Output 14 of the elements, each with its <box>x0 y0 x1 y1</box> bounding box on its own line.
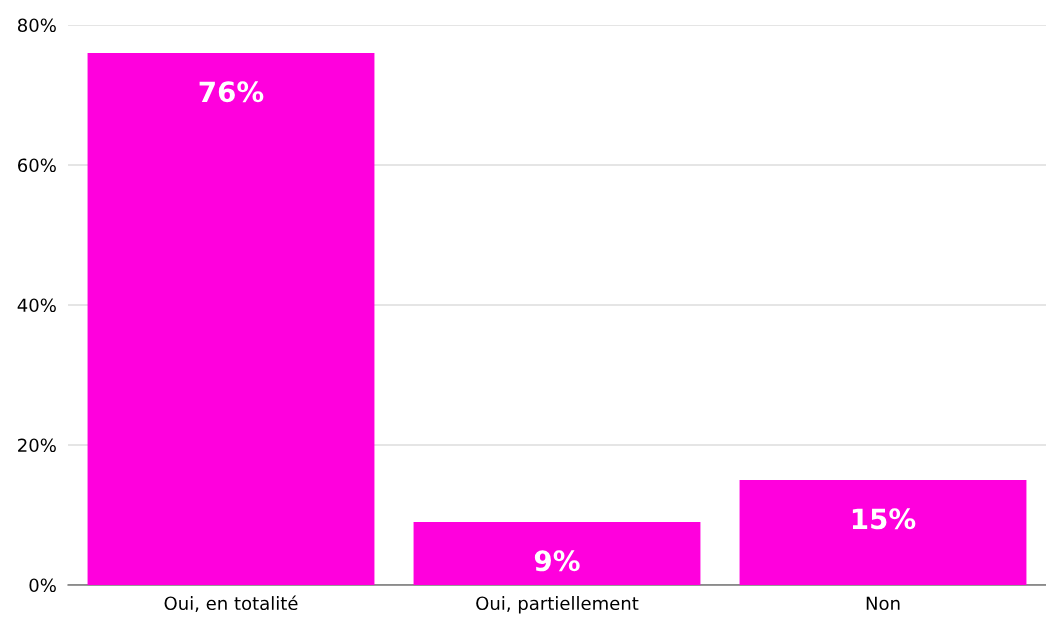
bar <box>87 53 375 585</box>
y-tick-label: 20% <box>18 438 56 453</box>
data-label: 15% <box>852 508 916 530</box>
x-tick-label: Oui, en totalité <box>164 595 298 612</box>
y-tick-label: 80% <box>17 18 56 33</box>
y-tick-label: 60% <box>18 158 56 173</box>
data-label: 9% <box>534 550 580 572</box>
y-tick-label: 0% <box>29 578 56 593</box>
x-tick-label: Non <box>866 596 900 611</box>
data-label: 76% <box>199 81 264 103</box>
y-tick-label: 40% <box>17 298 56 313</box>
bar <box>739 480 1027 585</box>
x-tick-label: Oui, partiellement <box>476 596 639 614</box>
bar <box>413 522 701 585</box>
